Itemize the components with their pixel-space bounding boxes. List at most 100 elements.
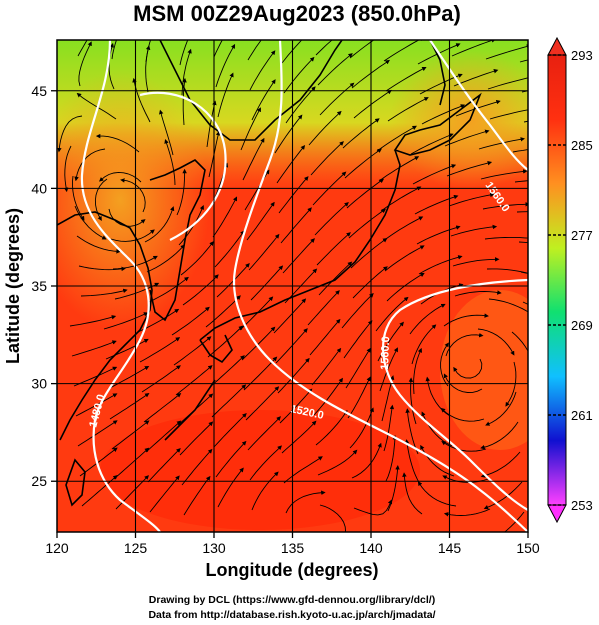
colorbar-bottom-triangle: [547, 504, 567, 524]
streamline-166: [416, 225, 461, 245]
streamline-133: [346, 178, 385, 209]
streamline-77: [213, 412, 247, 448]
streamline-146: [387, 97, 429, 122]
streamline-218: [505, 361, 517, 407]
streamline-162: [421, 104, 466, 125]
streamline-173: [405, 408, 419, 455]
streamline-87: [248, 233, 280, 271]
streamline-46: [147, 448, 181, 483]
streamline-200: [488, 298, 528, 313]
streamline-86: [246, 201, 275, 241]
streamline-61: [179, 421, 214, 456]
streamline-106: [275, 328, 308, 364]
streamline-53: [176, 168, 187, 216]
streamline-212: [514, 180, 528, 183]
streamline-138: [343, 320, 373, 359]
streamline-35: [95, 133, 140, 153]
streamline-90: [241, 326, 276, 361]
colorbar-tick-label-293: 293: [571, 48, 593, 63]
streamline-30: [113, 447, 150, 480]
x-tick-label-135: 135: [281, 540, 305, 556]
streamline-142: [351, 442, 382, 479]
streamline-192: [485, 44, 528, 60]
streamline-94: [249, 445, 283, 481]
streamline-38: [144, 206, 175, 243]
streamline-181: [448, 192, 495, 207]
streamline-93: [247, 416, 281, 451]
colorbar-ticks: 293 285 277 269 261 253: [548, 48, 593, 513]
streamline-99: [274, 114, 303, 154]
streamline-113: [317, 53, 353, 86]
streamline-144: [383, 40, 425, 62]
contour-label-3: 1560.0: [379, 336, 392, 370]
contour-1560-ne: [429, 40, 528, 171]
coast-manchuria: [159, 40, 343, 141]
streamline-103: [282, 238, 315, 274]
streamline-116: [310, 141, 344, 176]
streamline-39: [146, 244, 185, 273]
streamline-125: [315, 410, 348, 446]
streamline-102: [280, 207, 312, 244]
streamline-220: [480, 421, 519, 450]
colorbar-gradient: [547, 54, 567, 506]
streamline-107: [277, 357, 310, 394]
colorbar: 293 285 277 269 261 253: [547, 36, 593, 524]
streamline-151: [384, 245, 425, 272]
y-tick-label-25: 25: [31, 473, 47, 489]
streamline-203: [443, 373, 483, 393]
credit-line-2: Data from http://database.rish.kyoto-u.a…: [148, 609, 435, 621]
colorbar-tick-label-269: 269: [571, 318, 593, 333]
streamline-58: [173, 336, 212, 366]
streamline-49: [181, 48, 192, 96]
streamline-88: [250, 265, 284, 301]
coast-korea: [149, 159, 206, 322]
streamline-59: [175, 365, 213, 396]
streamline-198: [484, 235, 528, 241]
streamline-169: [409, 303, 446, 335]
streamline-79: [217, 467, 244, 508]
streamline-44: [143, 392, 182, 423]
y-axis: 25 30 35 40 45: [31, 83, 57, 489]
streamline-73: [205, 295, 241, 328]
y-tick-label-30: 30: [31, 376, 47, 392]
x-tick-label-145: 145: [438, 540, 462, 556]
streamline-78: [215, 440, 247, 478]
streamline-105: [273, 298, 307, 334]
streamline-194: [489, 109, 528, 120]
streamline-6: [76, 235, 121, 254]
streamline-100: [276, 145, 306, 184]
streamline-197: [482, 202, 528, 210]
streamline-149: [380, 186, 422, 212]
streamline-177: [453, 69, 499, 87]
streamline-182: [450, 224, 498, 237]
streamline-196: [480, 169, 528, 180]
streamline-97: [283, 56, 315, 94]
streamline-62: [181, 448, 213, 486]
streamline-153: [375, 296, 409, 332]
coast-sakhalin: [429, 40, 446, 106]
streamline-31: [115, 475, 149, 510]
streamline-92: [245, 386, 280, 421]
y-tick-label-40: 40: [31, 180, 47, 196]
streamline-80: [247, 40, 262, 61]
streamline-5: [74, 205, 107, 240]
streamline-40: [148, 276, 189, 303]
streamline-64: [213, 40, 223, 58]
streamline-21: [108, 208, 146, 227]
orange-region-east: [440, 290, 528, 450]
streamline-28: [109, 393, 150, 420]
streamline-13: [77, 420, 118, 447]
streamline-120: [318, 261, 353, 296]
streamline-76: [211, 384, 247, 418]
streamline-98: [285, 86, 316, 124]
streamline-128: [349, 40, 375, 59]
streamline-47: [149, 475, 180, 513]
streamline-70: [212, 196, 238, 238]
x-tick-label-125: 125: [124, 540, 148, 556]
streamline-55: [180, 241, 214, 276]
colorbar-tick-label-285: 285: [571, 138, 593, 153]
colorbar-tick-label-261: 261: [571, 408, 593, 423]
streamline-147: [376, 125, 417, 152]
y-axis-label: Latitude (degrees): [3, 208, 23, 364]
streamline-191: [417, 481, 457, 507]
